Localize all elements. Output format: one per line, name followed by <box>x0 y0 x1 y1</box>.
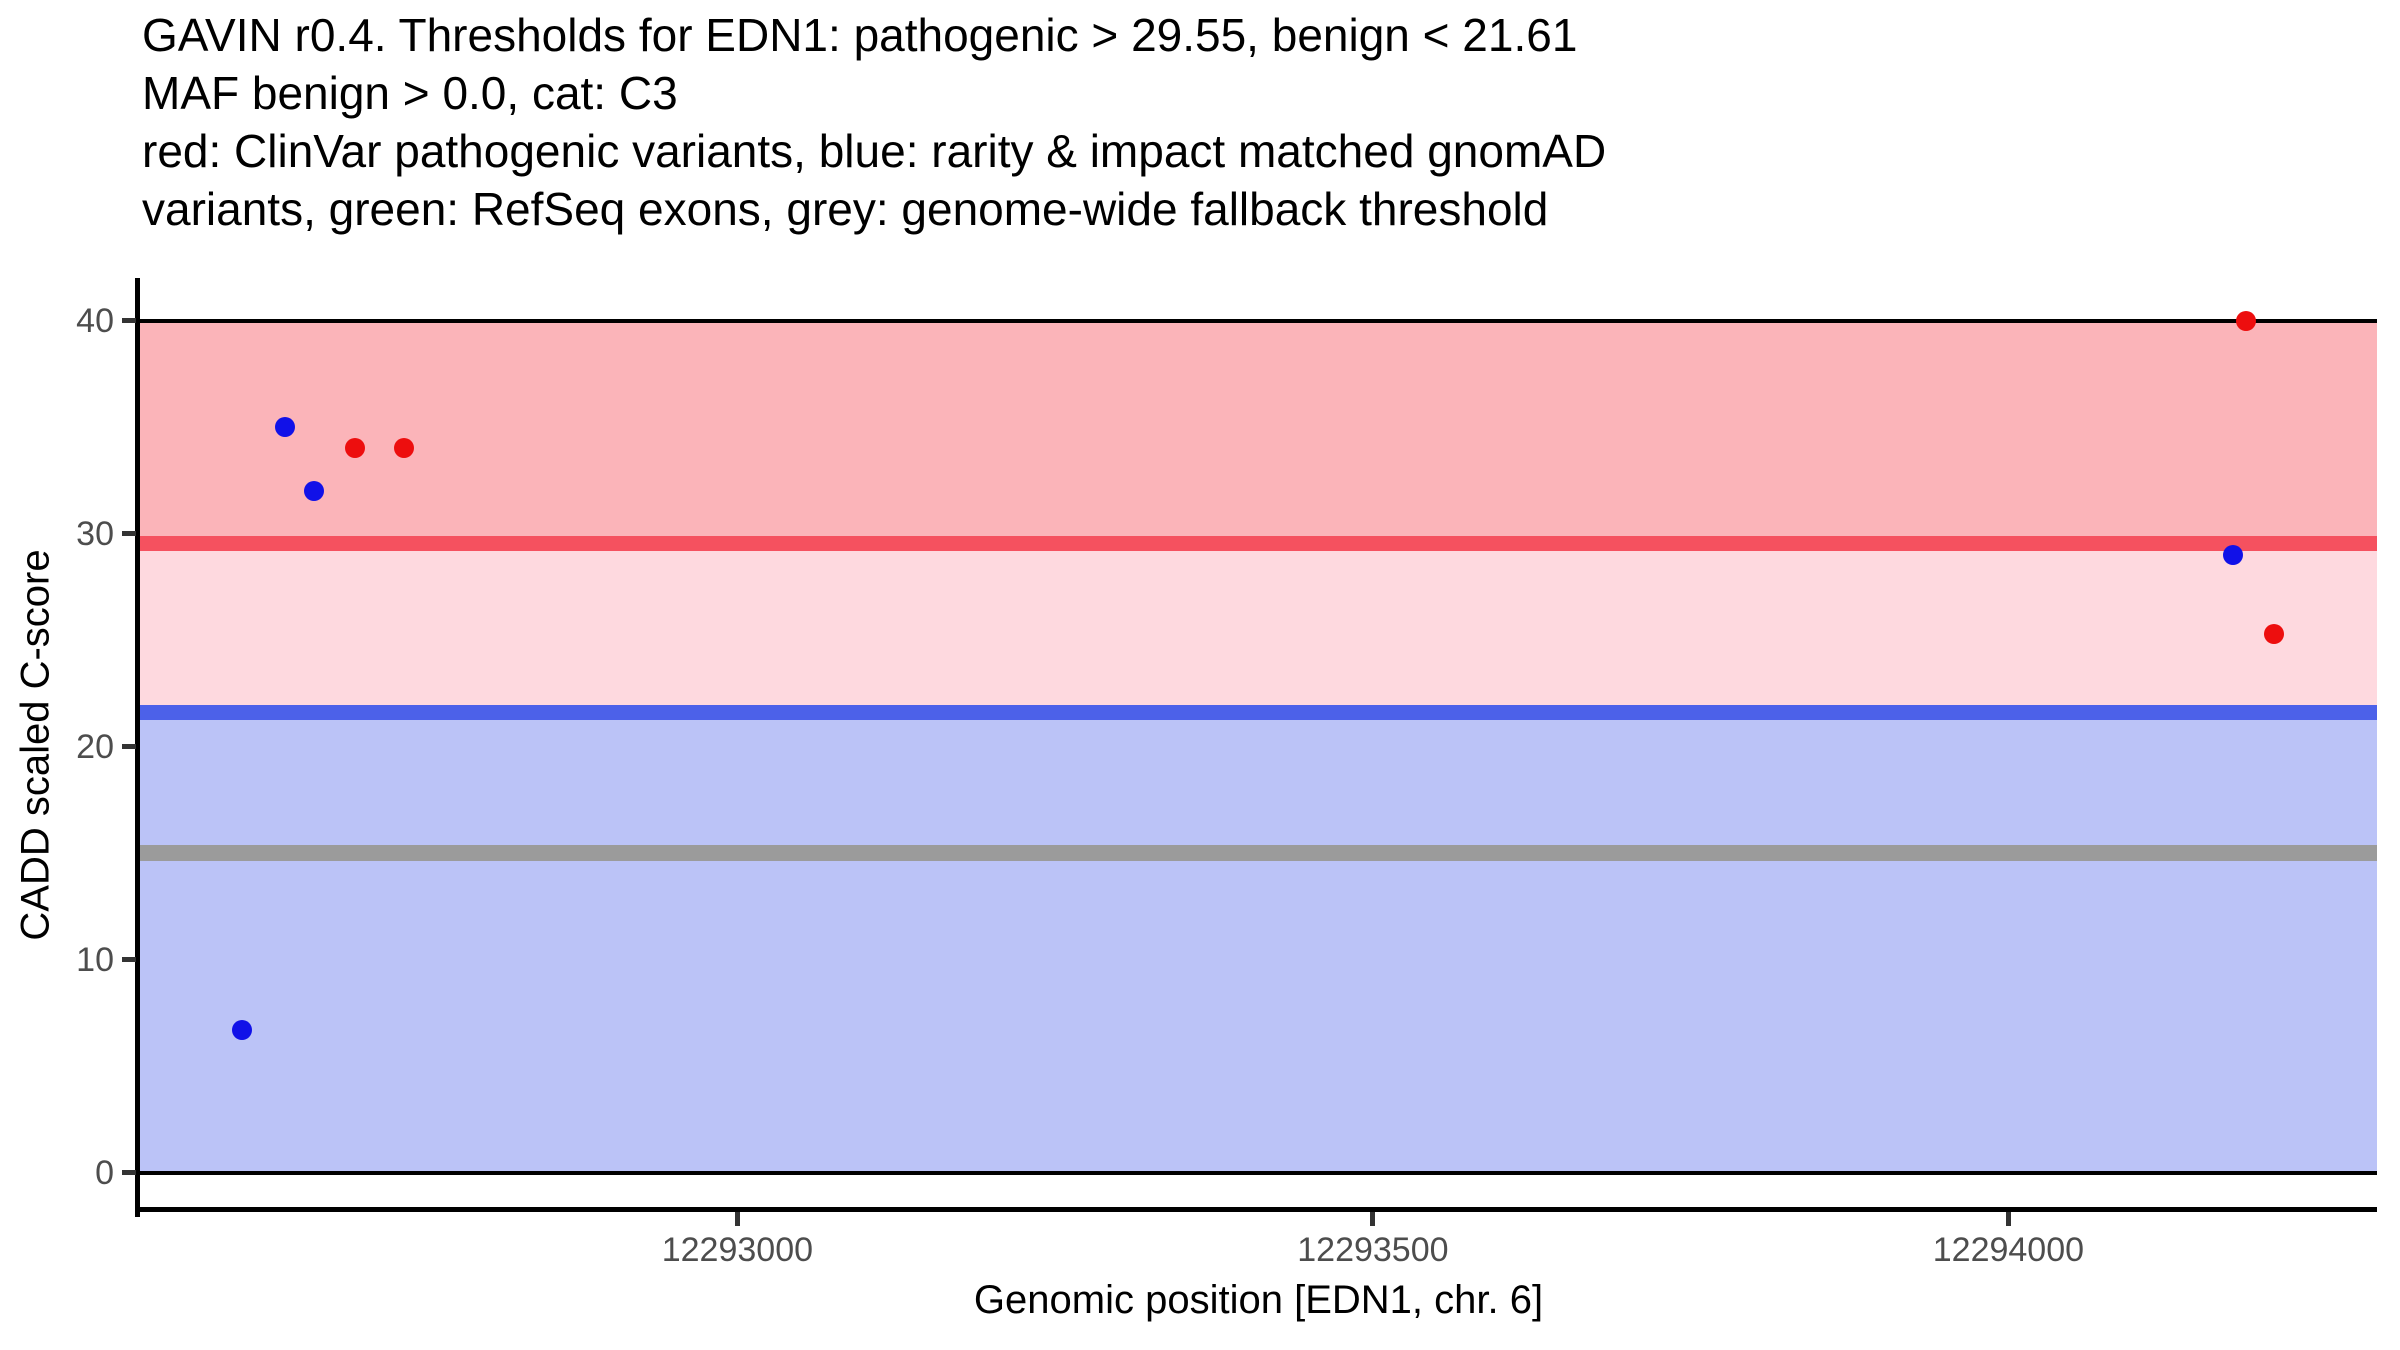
y-tick-label: 10 <box>76 940 114 979</box>
plot-title-line-4: variants, green: RefSeq exons, grey: gen… <box>142 183 1549 235</box>
benign-threshold-line <box>140 704 2377 720</box>
cap-line-top <box>140 318 2377 323</box>
y-tick-label: 30 <box>76 514 114 553</box>
plot-title-line-3: red: ClinVar pathogenic variants, blue: … <box>142 125 1607 177</box>
x-tick-label: 12293000 <box>661 1231 814 1269</box>
plot-panel <box>140 278 2377 1212</box>
y-tick-label: 20 <box>76 727 114 766</box>
x-tick-mark <box>1370 1212 1376 1226</box>
x-tick-mark <box>2005 1212 2011 1226</box>
y-tick-mark <box>122 531 136 537</box>
x-axis-line <box>135 1207 2377 1212</box>
plot-title-line-1: GAVIN r0.4. Thresholds for EDN1: pathoge… <box>142 9 1578 61</box>
data-point <box>231 1019 252 1040</box>
genome-wide-fallback-line <box>140 845 2377 862</box>
data-point <box>2236 310 2257 331</box>
data-point <box>274 417 295 438</box>
cap-line-bottom <box>140 1170 2377 1175</box>
x-tick-label: 12293500 <box>1297 1231 1449 1269</box>
y-axis-line <box>135 278 140 1217</box>
benign-zone <box>140 712 2377 1173</box>
y-tick-mark <box>122 957 136 963</box>
y-tick-mark <box>122 1170 136 1176</box>
data-point <box>304 480 325 501</box>
data-point <box>394 438 415 459</box>
y-tick-mark <box>122 744 136 750</box>
data-point <box>2223 544 2244 565</box>
x-tick-mark <box>734 1212 740 1226</box>
plot-title-line-2: MAF benign > 0.0, cat: C3 <box>142 67 678 119</box>
x-axis-title: Genomic position [EDN1, chr. 6] <box>973 1278 1544 1322</box>
x-tick-label: 12294000 <box>1932 1231 2085 1269</box>
y-tick-label: 0 <box>95 1153 114 1192</box>
plot-title: GAVIN r0.4. Thresholds for EDN1: pathoge… <box>142 6 1606 238</box>
pathogenic-zone <box>140 320 2377 544</box>
data-point <box>344 438 365 459</box>
data-point <box>2264 623 2285 644</box>
y-tick-mark <box>122 318 136 324</box>
y-tick-label: 40 <box>76 301 114 340</box>
intermediate-zone <box>140 543 2377 713</box>
pathogenic-threshold-line <box>140 535 2377 551</box>
